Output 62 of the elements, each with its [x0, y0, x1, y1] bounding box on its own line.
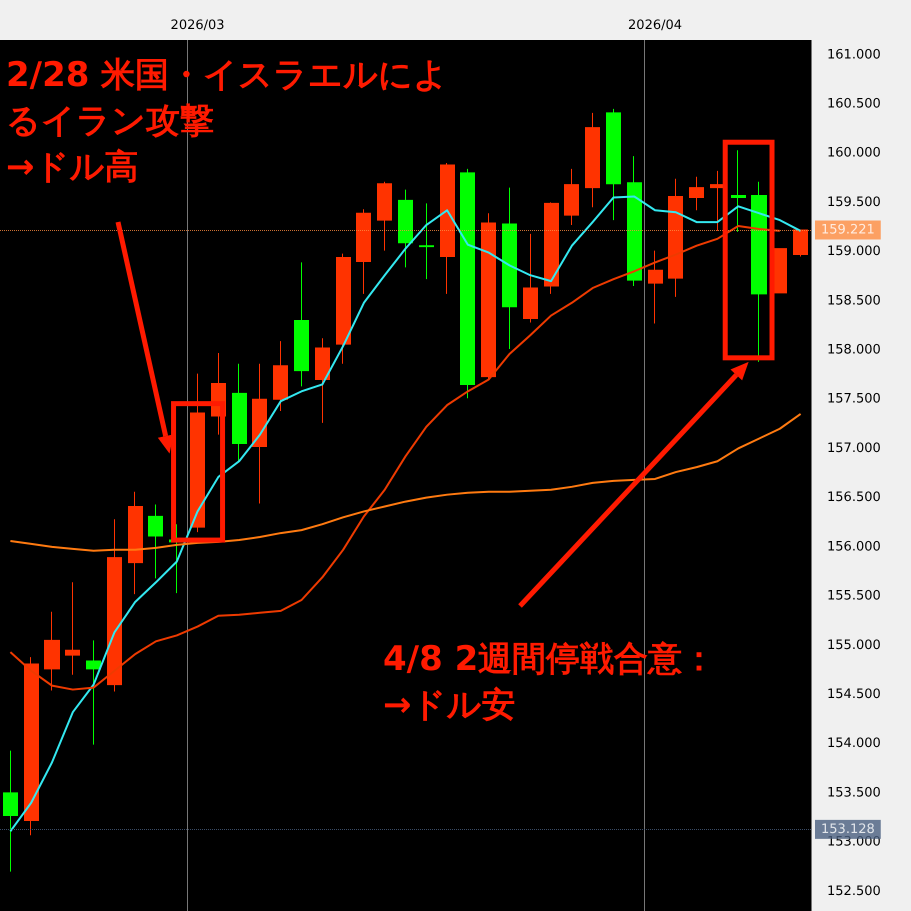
candlestick	[356, 208, 371, 294]
candlestick	[336, 253, 351, 364]
candlestick	[606, 108, 621, 221]
annotation: 2/28 米国・イスラエルによるイラン攻撃 →ドル高	[6, 55, 448, 187]
candlestick	[689, 176, 704, 211]
y-tick-label: 153.500	[827, 785, 881, 800]
candlestick	[564, 168, 579, 226]
y-tick-label: 157.000	[827, 440, 881, 456]
candlestick	[544, 202, 559, 294]
candlestick	[148, 504, 163, 579]
y-tick-label: 158.000	[827, 342, 881, 358]
y-tick-label: 154.500	[827, 686, 881, 702]
candlestick	[627, 156, 642, 287]
y-tick-label: 157.500	[827, 392, 881, 407]
candlestick	[585, 112, 600, 208]
line-series	[9, 412, 802, 552]
y-tick-label: 158.500	[827, 293, 881, 308]
candlestick	[3, 750, 18, 872]
y-tick-label: 156.500	[827, 490, 881, 506]
candlestick	[273, 340, 288, 412]
candlestick	[502, 187, 517, 350]
y-tick-label: 155.500	[827, 588, 881, 604]
candlestick	[460, 168, 475, 399]
candlestick	[710, 170, 725, 232]
x-tick-label: 2026/03	[170, 18, 225, 33]
candlestick	[793, 229, 808, 258]
candlestick	[128, 491, 143, 595]
candlestick	[440, 162, 455, 294]
candlestick	[481, 212, 496, 380]
candlestick	[315, 338, 330, 424]
candlestick	[648, 250, 663, 324]
y-tick-label: 154.000	[827, 736, 881, 752]
candlestick	[523, 233, 538, 323]
candlestick	[419, 202, 434, 280]
candlestick	[65, 582, 80, 676]
candlestick	[86, 640, 101, 746]
ref-line-label: 159.221	[821, 222, 875, 238]
candlestick	[24, 656, 39, 836]
candlestick	[731, 150, 746, 232]
x-tick-label: 2026/04	[628, 18, 682, 33]
line-series	[9, 195, 802, 832]
candlestick	[232, 363, 247, 462]
candlestick	[190, 373, 205, 533]
candlestick	[44, 611, 60, 692]
candlestick	[294, 262, 309, 387]
candlestick	[668, 178, 683, 298]
candlestick	[252, 363, 267, 504]
y-tick-label: 159.500	[827, 194, 881, 210]
y-tick-label: 161.000	[827, 47, 881, 62]
y-tick-label: 152.500	[827, 884, 881, 899]
candlestick	[377, 181, 392, 252]
candlestick	[398, 189, 413, 268]
candlestick	[751, 181, 767, 362]
annotation: 4/8 2週間停戦合意： →ドル安	[383, 639, 716, 725]
y-tick-label: 160.500	[827, 96, 881, 112]
candlestick	[107, 518, 122, 692]
ref-line-label: 153.128	[821, 822, 875, 837]
y-tick-label: 156.000	[827, 539, 881, 554]
y-tick-label: 160.000	[827, 146, 881, 161]
y-tick-label: 155.000	[827, 638, 881, 653]
y-tick-label: 159.000	[827, 244, 881, 260]
y-tick-label: 153.000	[827, 834, 881, 850]
